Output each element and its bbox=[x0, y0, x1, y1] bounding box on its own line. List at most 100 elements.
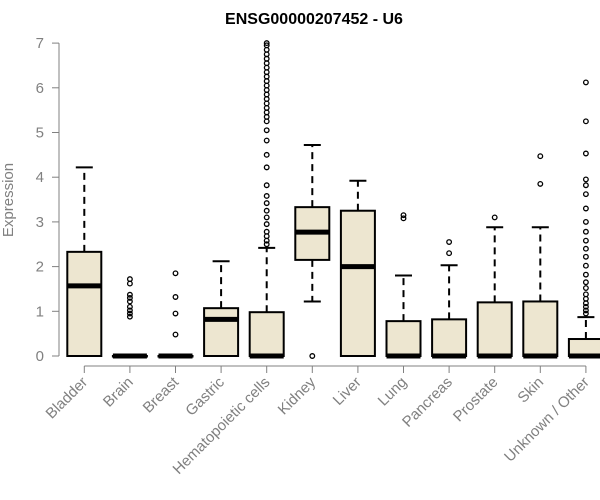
box-iqr bbox=[567, 338, 600, 358]
outlier-point bbox=[263, 200, 270, 207]
outlier-point bbox=[582, 271, 589, 278]
y-tick-label: 1 bbox=[36, 303, 44, 320]
outlier-point bbox=[263, 164, 270, 171]
y-axis: 0 1 2 3 4 5 6 7 bbox=[36, 35, 60, 365]
outlier-point bbox=[537, 153, 544, 160]
outlier-point bbox=[582, 205, 589, 212]
y-tick-label: 0 bbox=[36, 348, 44, 365]
y-tick-label: 2 bbox=[36, 259, 44, 276]
outlier-point bbox=[172, 331, 179, 338]
outlier-point bbox=[582, 279, 589, 286]
box-prostate bbox=[476, 214, 513, 359]
outlier-point bbox=[582, 237, 589, 244]
box-iqr bbox=[522, 300, 559, 358]
outlier-point bbox=[582, 253, 589, 260]
outlier-point bbox=[126, 291, 133, 298]
outlier-point bbox=[582, 182, 589, 189]
outlier-point bbox=[126, 310, 133, 317]
y-tick-label: 3 bbox=[36, 214, 44, 231]
outlier-point bbox=[263, 151, 270, 158]
outlier-point bbox=[582, 291, 589, 298]
outlier-point bbox=[446, 250, 453, 257]
outlier-point bbox=[582, 310, 589, 317]
box-iqr bbox=[203, 307, 240, 357]
outlier-point bbox=[126, 313, 133, 320]
y-tick-label: 4 bbox=[36, 169, 44, 186]
box-unknown-other bbox=[567, 79, 600, 359]
outlier-point bbox=[126, 294, 133, 301]
outlier-point bbox=[582, 228, 589, 235]
box-skin bbox=[522, 153, 559, 359]
x-tick-label: Prostate bbox=[450, 374, 502, 426]
chart-title: ENSG00000207452 - U6 bbox=[225, 11, 403, 28]
outlier-point bbox=[537, 180, 544, 187]
outlier-point bbox=[263, 221, 270, 228]
outlier-point bbox=[491, 214, 498, 221]
box-iqr bbox=[339, 209, 376, 357]
outlier-point bbox=[263, 127, 270, 134]
outlier-point bbox=[582, 150, 589, 157]
outlier-point bbox=[263, 207, 270, 214]
box-brain bbox=[111, 276, 148, 359]
outlier-point bbox=[582, 262, 589, 269]
outlier-point bbox=[263, 214, 270, 221]
box-bladder bbox=[66, 166, 103, 357]
x-tick-label: Liver bbox=[330, 374, 365, 409]
outlier-point bbox=[172, 294, 179, 300]
outlier-point bbox=[582, 303, 589, 310]
outlier-point bbox=[263, 228, 270, 235]
outlier-point bbox=[263, 241, 270, 248]
x-tick-label: Brain bbox=[100, 374, 137, 411]
box-series bbox=[66, 40, 600, 359]
outlier-point bbox=[263, 137, 270, 144]
outlier-point bbox=[263, 40, 270, 47]
x-tick-label: Lung bbox=[375, 374, 411, 410]
outlier-point bbox=[126, 276, 133, 283]
outlier-point bbox=[126, 298, 133, 305]
outlier-point bbox=[446, 239, 453, 245]
x-tick-label: Bladder bbox=[43, 374, 92, 423]
outlier-point bbox=[582, 307, 589, 314]
box-gastric bbox=[203, 260, 240, 357]
box-iqr bbox=[431, 318, 468, 358]
outlier-point bbox=[263, 42, 270, 49]
box-pancreas bbox=[431, 239, 468, 359]
outlier-point bbox=[582, 191, 589, 198]
outlier-point bbox=[582, 79, 589, 86]
outlier-point bbox=[582, 118, 589, 125]
outlier-point bbox=[309, 353, 316, 359]
box-liver bbox=[339, 179, 376, 357]
x-tick-label: Skin bbox=[514, 374, 547, 407]
x-tick-label: Pancreas bbox=[399, 374, 456, 431]
box-iqr bbox=[248, 311, 285, 357]
box-iqr bbox=[66, 250, 103, 357]
box-kidney bbox=[294, 144, 331, 359]
x-tick-label: Kidney bbox=[275, 373, 320, 418]
outlier-point bbox=[263, 182, 270, 189]
box-breast bbox=[157, 270, 194, 359]
y-tick-label: 7 bbox=[36, 35, 44, 52]
x-tick-label: Gastric bbox=[182, 373, 228, 419]
outlier-point bbox=[126, 307, 133, 314]
box-iqr bbox=[476, 301, 513, 357]
y-tick-label: 5 bbox=[36, 125, 44, 142]
outlier-point bbox=[582, 285, 589, 292]
outlier-point bbox=[582, 218, 589, 225]
y-axis-label: Expression bbox=[0, 163, 17, 237]
outlier-point bbox=[126, 303, 133, 310]
x-tick-label: Breast bbox=[140, 373, 183, 416]
outlier-point bbox=[582, 176, 589, 183]
outlier-point bbox=[263, 193, 270, 199]
outlier-point bbox=[172, 270, 179, 277]
x-tick-label: Unknown / Other bbox=[501, 374, 593, 466]
box-hematopoietic-cells bbox=[248, 40, 285, 359]
outlier-point bbox=[400, 215, 407, 222]
outlier-point bbox=[582, 245, 589, 252]
box-lung bbox=[385, 212, 422, 359]
box-iqr bbox=[385, 320, 422, 358]
y-tick-label: 6 bbox=[36, 80, 44, 97]
outlier-point bbox=[172, 310, 179, 317]
outlier-point bbox=[400, 212, 407, 219]
